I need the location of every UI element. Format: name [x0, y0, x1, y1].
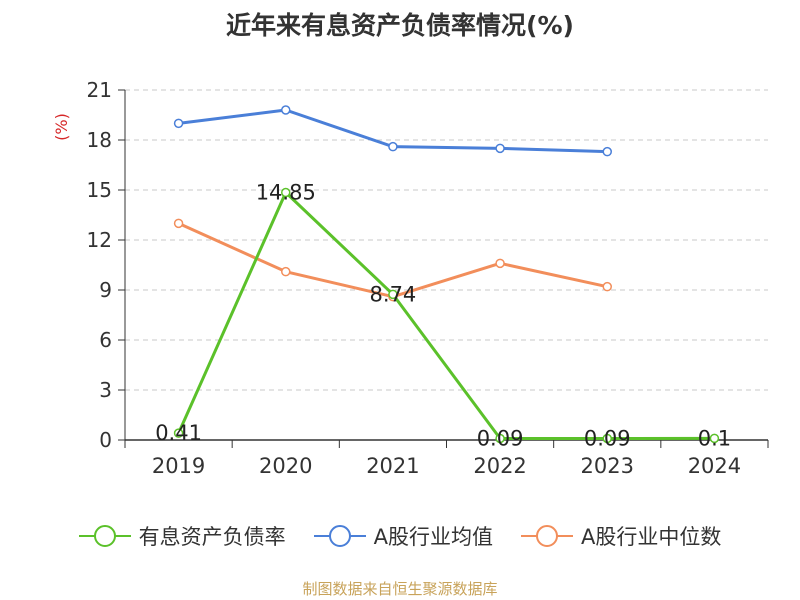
y-tick-label: 3 [99, 378, 112, 402]
legend: 有息资产负债率 A股行业均值 A股行业中位数 [0, 521, 800, 551]
legend-item: 有息资产负债率 [78, 521, 286, 551]
series-lines [173, 105, 720, 444]
legend-swatch-icon [313, 525, 366, 547]
data-label: 0.1 [698, 426, 731, 450]
data-point [709, 433, 720, 444]
data-label: 0.09 [584, 427, 631, 451]
data-point [602, 146, 612, 157]
data-point [388, 141, 398, 152]
y-tick-label: 12 [87, 228, 112, 252]
series-line [177, 191, 715, 440]
x-tick-label: 2022 [473, 454, 526, 478]
axes: 0 3 6 9 12 15 18 21 (%) 2019 2020 2021 2022 2023 2024 [52, 78, 769, 478]
y-tick-label: 0 [99, 428, 112, 452]
data-point [281, 105, 291, 115]
legend-label: A股行业均值 [373, 525, 493, 549]
data-point [173, 118, 184, 129]
legend-swatch-icon [78, 525, 131, 547]
legend-label: 有息资产负债率 [138, 525, 286, 549]
data-point [388, 289, 398, 300]
y-axis-label: (%) [52, 113, 71, 141]
data-point [602, 281, 612, 292]
legend-label: A股行业中位数 [581, 525, 722, 549]
x-tick-label: 2024 [688, 454, 741, 478]
x-tick-label: 2023 [581, 454, 634, 478]
data-label: 14.85 [256, 181, 316, 205]
chart-title: 近年来有息资产负债率情况(%) [226, 11, 574, 40]
legend-item: A股行业中位数 [521, 521, 721, 551]
gridlines [125, 89, 768, 391]
source-note: 制图数据来自恒生聚源数据库 [302, 580, 498, 598]
data-point [495, 143, 505, 154]
y-tick-label: 6 [99, 328, 112, 352]
data-labels: 0.41 14.85 8.74 0.09 0.09 0.1 [155, 181, 731, 451]
data-label: 0.09 [477, 427, 524, 451]
data-point [495, 258, 505, 269]
x-tick-label: 2020 [259, 454, 312, 478]
legend-item: A股行业均值 [313, 521, 493, 551]
legend-swatch-icon [521, 525, 573, 547]
y-tick-label: 9 [99, 278, 112, 302]
y-tick-label: 18 [87, 128, 112, 152]
data-point [173, 218, 184, 229]
x-tick-label: 2021 [366, 454, 419, 478]
data-label: 8.74 [370, 282, 417, 306]
data-point [281, 266, 291, 277]
data-point [495, 433, 505, 444]
data-point [173, 428, 184, 438]
data-label: 0.41 [155, 421, 202, 445]
y-tick-label: 21 [87, 78, 112, 102]
y-tick-label: 15 [87, 178, 112, 202]
data-point [602, 433, 612, 444]
x-tick-label: 2019 [152, 454, 205, 478]
data-point [281, 187, 291, 198]
